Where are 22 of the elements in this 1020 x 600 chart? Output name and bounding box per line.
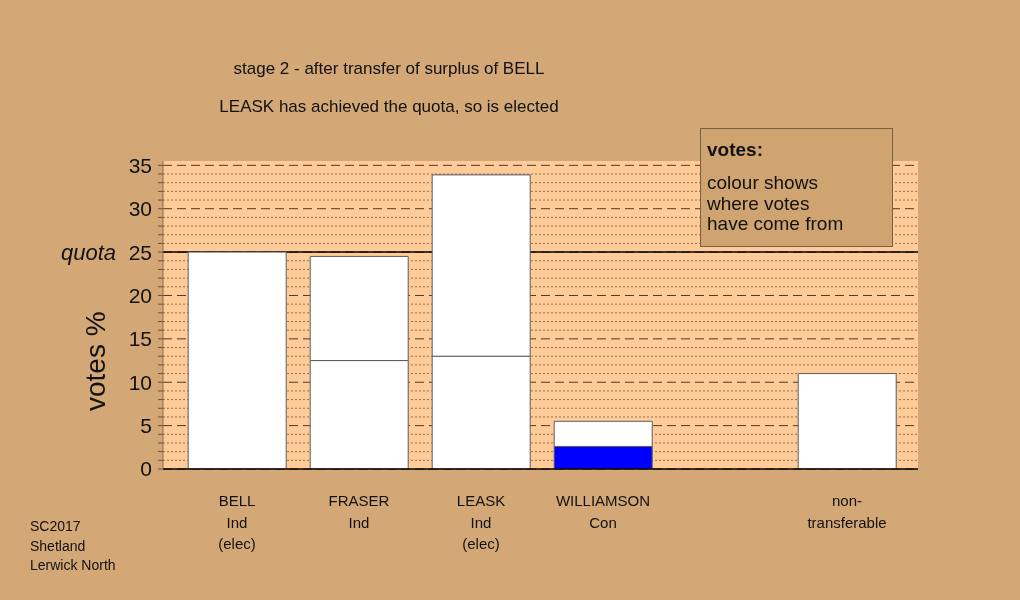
ref-line-label: quota: [60, 239, 116, 265]
chart-subtitle: LEASK has achieved the quota, so is elected: [218, 97, 560, 117]
y-tick-label: 0: [140, 457, 152, 481]
x-tick-label: non- transferable: [807, 492, 887, 531]
annotation: colour shows where votes have come from: [707, 172, 844, 235]
y-tick-label: 35: [128, 153, 152, 177]
y-tick-label: 5: [140, 414, 152, 438]
y-tick-label: 10: [128, 370, 152, 394]
bar: [187, 251, 287, 469]
text: SC2017 Shetland Lerwick North: [30, 517, 116, 575]
y-tick-label: 20: [128, 283, 152, 307]
x-tick-label: WILLIAMSON Con: [555, 492, 651, 531]
x-tick-label: FRASER Ind: [328, 492, 390, 531]
y-tick-label: 25: [128, 240, 152, 264]
x-tick-label: LEASK Ind (elec): [456, 492, 506, 552]
y-tick-label: 30: [128, 197, 152, 221]
x-tick-label: BELL Ind (elec): [218, 492, 256, 552]
y-tick-label: 15: [128, 327, 152, 351]
note-box: votes: colour shows where votes have come from: [700, 128, 893, 247]
bar: [797, 373, 897, 469]
y-axis-title: votes %: [79, 311, 111, 411]
chart-title: stage 2 - after transfer of surplus of BELL: [232, 59, 546, 79]
